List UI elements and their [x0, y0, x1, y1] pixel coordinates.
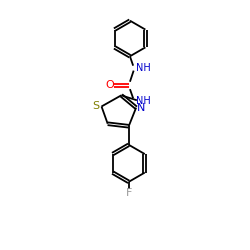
Text: NH: NH — [136, 63, 151, 73]
Text: F: F — [126, 188, 132, 198]
Text: S: S — [92, 102, 100, 112]
Text: O: O — [106, 80, 114, 90]
Text: NH: NH — [136, 96, 150, 106]
Text: N: N — [137, 103, 145, 113]
